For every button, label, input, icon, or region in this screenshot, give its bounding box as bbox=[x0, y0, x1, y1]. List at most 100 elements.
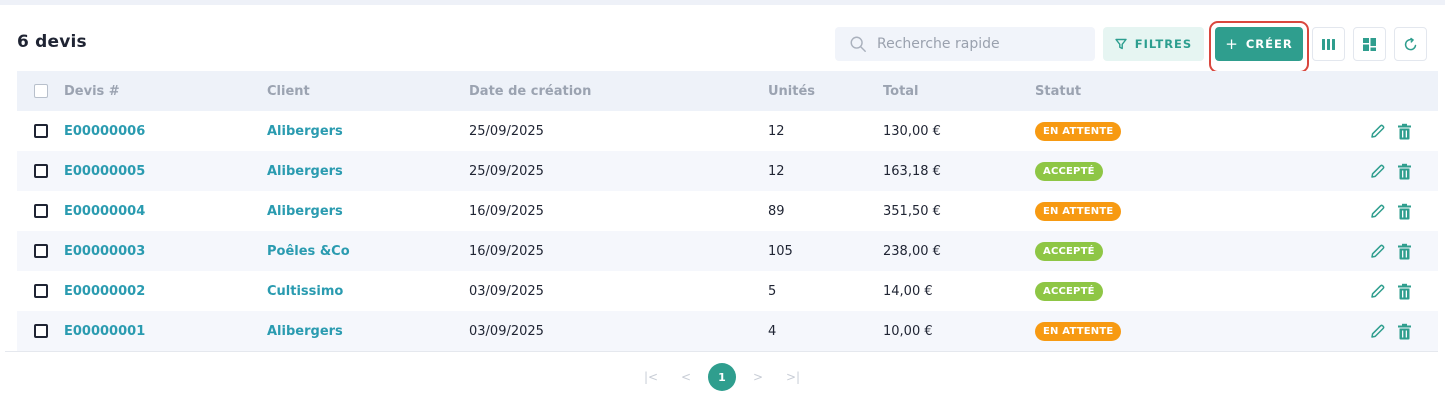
trash-icon[interactable] bbox=[1396, 283, 1413, 300]
column-header-date[interactable]: Date de création bbox=[469, 83, 592, 99]
status-badge: ACCEPTÉ bbox=[1035, 241, 1103, 261]
client-link[interactable]: Alibergers bbox=[267, 123, 343, 139]
page-1-button[interactable]: 1 bbox=[708, 363, 736, 391]
table-row[interactable]: E00000002 Cultissimo 03/09/2025 5 14,00 € ACC… bbox=[17, 271, 1438, 311]
table-row[interactable]: E00000004 Alibergers 16/09/2025 89 351,50 € E… bbox=[17, 191, 1438, 231]
creation-date: 16/09/2025 bbox=[469, 203, 544, 219]
select-all-checkbox[interactable] bbox=[34, 84, 48, 98]
quotes-table: Devis # Client Date de création Unités T… bbox=[17, 71, 1438, 351]
total-value: 238,00 € bbox=[883, 243, 941, 259]
quote-number-link[interactable]: E00000006 bbox=[64, 123, 146, 139]
total-value: 163,18 € bbox=[883, 163, 941, 179]
quote-number-link[interactable]: E00000005 bbox=[64, 163, 146, 179]
edit-icon[interactable] bbox=[1369, 243, 1386, 260]
pagination: |< < 1 > >| bbox=[0, 363, 1445, 393]
row-checkbox[interactable] bbox=[34, 284, 48, 298]
refresh-icon bbox=[1404, 37, 1417, 50]
trash-icon[interactable] bbox=[1396, 323, 1413, 340]
trash-icon[interactable] bbox=[1396, 163, 1413, 180]
status-badge: ACCEPTÉ bbox=[1035, 281, 1103, 301]
table-header: Devis # Client Date de création Unités T… bbox=[17, 71, 1438, 111]
layout-grid-icon bbox=[1363, 37, 1376, 51]
table-row[interactable]: E00000005 Alibergers 25/09/2025 12 163,18 € A… bbox=[17, 151, 1438, 191]
edit-icon[interactable] bbox=[1369, 323, 1386, 340]
trash-icon[interactable] bbox=[1396, 243, 1413, 260]
status-cell: EN ATTENTE bbox=[1035, 311, 1122, 351]
quote-number-link[interactable]: E00000003 bbox=[64, 243, 146, 259]
page-title: 6 devis bbox=[17, 32, 87, 52]
units-value: 12 bbox=[768, 163, 785, 179]
client-link[interactable]: Poêles &Co bbox=[267, 243, 350, 259]
total-value: 130,00 € bbox=[883, 123, 941, 139]
total-value: 351,50 € bbox=[883, 203, 941, 219]
status-badge: EN ATTENTE bbox=[1035, 121, 1122, 141]
table-row[interactable]: E00000003 Poêles &Co 16/09/2025 105 238,00 €… bbox=[17, 231, 1438, 271]
quote-number-link[interactable]: E00000001 bbox=[64, 323, 146, 339]
filters-label: FILTRES bbox=[1134, 37, 1193, 51]
row-actions bbox=[1369, 191, 1413, 231]
column-header-client[interactable]: Client bbox=[267, 83, 310, 99]
table-row[interactable]: E00000006 Alibergers 25/09/2025 12 130,00 € E… bbox=[17, 111, 1438, 151]
status-cell: EN ATTENTE bbox=[1035, 111, 1122, 151]
next-page-button[interactable]: > bbox=[752, 370, 764, 384]
first-page-button[interactable]: |< bbox=[643, 370, 659, 384]
creation-date: 03/09/2025 bbox=[469, 323, 544, 339]
quotes-page: 6 devis FILTRES + CRÉER bbox=[0, 5, 1445, 417]
status-badge: EN ATTENTE bbox=[1035, 201, 1122, 221]
total-value: 10,00 € bbox=[883, 323, 933, 339]
create-label: CRÉER bbox=[1245, 37, 1293, 51]
table-divider bbox=[5, 351, 1438, 352]
column-header-total[interactable]: Total bbox=[883, 83, 919, 99]
row-checkbox[interactable] bbox=[34, 324, 48, 338]
quote-number-link[interactable]: E00000002 bbox=[64, 283, 146, 299]
status-cell: ACCEPTÉ bbox=[1035, 231, 1103, 271]
edit-icon[interactable] bbox=[1369, 203, 1386, 220]
edit-icon[interactable] bbox=[1369, 163, 1386, 180]
refresh-button[interactable] bbox=[1394, 27, 1427, 61]
quote-number-link[interactable]: E00000004 bbox=[64, 203, 146, 219]
row-actions bbox=[1369, 111, 1413, 151]
create-button[interactable]: + CRÉER bbox=[1215, 27, 1303, 61]
top-strip bbox=[0, 0, 1445, 5]
units-value: 105 bbox=[768, 243, 793, 259]
edit-icon[interactable] bbox=[1369, 283, 1386, 300]
filters-button[interactable]: FILTRES bbox=[1103, 27, 1204, 61]
trash-icon[interactable] bbox=[1396, 123, 1413, 140]
units-value: 89 bbox=[768, 203, 785, 219]
columns-icon bbox=[1322, 38, 1335, 50]
client-link[interactable]: Cultissimo bbox=[267, 283, 344, 299]
column-header-devis[interactable]: Devis # bbox=[64, 83, 120, 99]
status-cell: ACCEPTÉ bbox=[1035, 151, 1103, 191]
status-cell: ACCEPTÉ bbox=[1035, 271, 1103, 311]
row-checkbox[interactable] bbox=[34, 244, 48, 258]
columns-button[interactable] bbox=[1312, 27, 1345, 61]
edit-icon[interactable] bbox=[1369, 123, 1386, 140]
creation-date: 16/09/2025 bbox=[469, 243, 544, 259]
client-link[interactable]: Alibergers bbox=[267, 163, 343, 179]
last-page-button[interactable]: >| bbox=[785, 370, 801, 384]
layout-button[interactable] bbox=[1353, 27, 1386, 61]
row-checkbox[interactable] bbox=[34, 204, 48, 218]
column-header-status[interactable]: Statut bbox=[1035, 83, 1082, 99]
row-checkbox[interactable] bbox=[34, 164, 48, 178]
units-value: 5 bbox=[768, 283, 777, 299]
row-actions bbox=[1369, 231, 1413, 271]
table-row[interactable]: E00000001 Alibergers 03/09/2025 4 10,00 € EN … bbox=[17, 311, 1438, 351]
trash-icon[interactable] bbox=[1396, 203, 1413, 220]
units-value: 4 bbox=[768, 323, 777, 339]
creation-date: 25/09/2025 bbox=[469, 163, 544, 179]
filter-icon bbox=[1115, 38, 1127, 50]
row-checkbox[interactable] bbox=[34, 124, 48, 138]
client-link[interactable]: Alibergers bbox=[267, 203, 343, 219]
previous-page-button[interactable]: < bbox=[680, 370, 692, 384]
row-actions bbox=[1369, 311, 1413, 351]
total-value: 14,00 € bbox=[883, 283, 933, 299]
plus-icon: + bbox=[1225, 35, 1239, 53]
search-input[interactable] bbox=[877, 36, 1077, 52]
column-header-units[interactable]: Unités bbox=[768, 83, 816, 99]
client-link[interactable]: Alibergers bbox=[267, 323, 343, 339]
quick-search[interactable] bbox=[835, 27, 1095, 61]
search-icon bbox=[850, 36, 866, 52]
creation-date: 03/09/2025 bbox=[469, 283, 544, 299]
row-actions bbox=[1369, 151, 1413, 191]
